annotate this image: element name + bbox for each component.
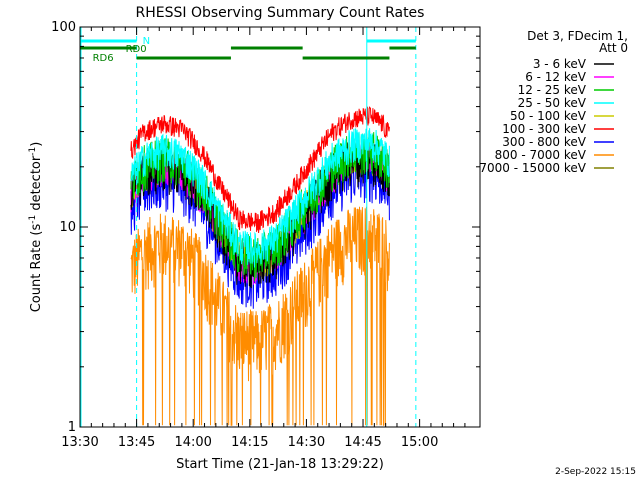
legend-entry-label: 3 - 6 keV — [533, 57, 587, 71]
date-stamp: 2-Sep-2022 15:15 — [555, 467, 636, 477]
rd0-label: RD0 — [126, 44, 147, 55]
series-line — [130, 206, 390, 426]
x-tick-label: 14:00 — [174, 435, 211, 450]
y-tick-label: 1 — [68, 420, 76, 435]
y-axis-label-end: ) — [29, 142, 44, 147]
legend-entry-label: 300 - 800 keV — [502, 135, 586, 149]
series-line — [130, 128, 390, 268]
chart-title: RHESSI Observing Summary Count Rates — [136, 5, 425, 21]
y-axis-label-sup1: -1 — [28, 215, 38, 224]
series-line — [130, 106, 390, 234]
legend-entry-label: 800 - 7000 keV — [495, 148, 587, 162]
x-tick-label: 13:30 — [61, 435, 98, 450]
x-tick-label: 14:15 — [231, 435, 268, 450]
x-tick-label: 14:30 — [288, 435, 325, 450]
x-axis-label: Start Time (21-Jan-18 13:29:22) — [176, 457, 384, 472]
y-axis-label-main: Count Rate (s — [29, 224, 44, 313]
x-tick-label: 13:45 — [118, 435, 155, 450]
legend-entry-label: 50 - 100 keV — [510, 109, 587, 123]
legend-entry-label: 100 - 300 keV — [502, 122, 586, 136]
night-label: N — [143, 36, 150, 47]
legend-entry-label: 6 - 12 keV — [525, 70, 587, 84]
legend-entry-label: 7000 - 15000 keV — [479, 161, 586, 175]
y-axis-label-mid: detector — [29, 155, 44, 215]
legend-entry-label: 12 - 25 keV — [518, 83, 587, 97]
y-tick-label: 10 — [59, 220, 76, 235]
plot-data-layer — [130, 106, 390, 426]
rd6-label: RD6 — [93, 53, 114, 64]
x-tick-label: 15:00 — [401, 435, 438, 450]
legend-header-line2: Att 0 — [599, 41, 628, 55]
legend-header-line1: Det 3, FDecim 1, — [527, 29, 628, 43]
legend-entry-label: 25 - 50 keV — [518, 96, 587, 110]
x-tick-label: 14:45 — [344, 435, 381, 450]
y-tick-label: 100 — [51, 20, 76, 35]
axis-layer: 13:30 13:45 14:00 14:15 14:30 14:45 15:00 1 10 10… — [51, 20, 480, 450]
y-axis-label: Count Rate (s-1 detector-1) — [28, 142, 44, 313]
y-axis-label-sup2: -1 — [28, 147, 38, 156]
